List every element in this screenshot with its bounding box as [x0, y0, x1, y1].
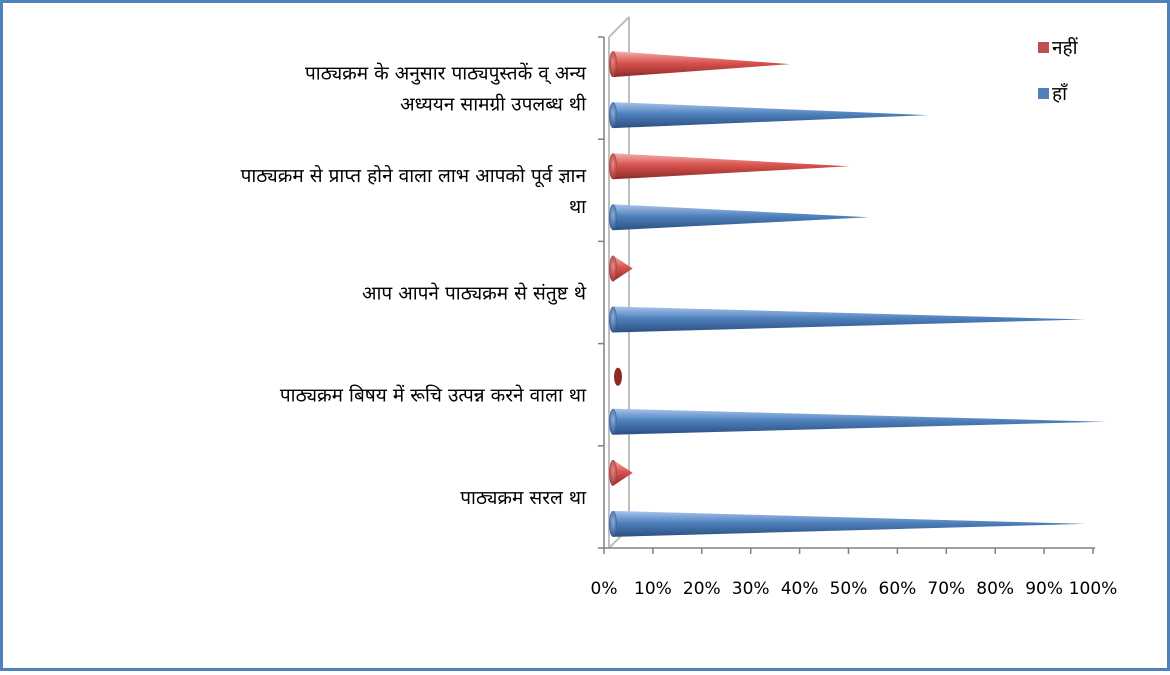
- category-label: आप आपने पाठ्यक्रम से संतुष्ट थे: [362, 282, 587, 306]
- bar-nahi: [609, 255, 633, 282]
- x-tick-label: 80%: [976, 579, 1014, 599]
- cone-base: [609, 153, 617, 180]
- cone-body: [613, 510, 1086, 537]
- category-label: पाठ्यक्रम से प्राप्त होने वाला लाभ आपको …: [241, 164, 587, 188]
- cone-body: [613, 306, 1086, 333]
- cone-base: [609, 306, 617, 333]
- cone-base: [614, 367, 622, 386]
- cone-body: [613, 459, 633, 486]
- cone-base: [609, 408, 617, 435]
- x-tick-label: 90%: [1025, 579, 1063, 599]
- bar-haan: [609, 102, 928, 129]
- cone-body: [613, 153, 850, 180]
- cone-body: [613, 255, 633, 282]
- bar-haan: [609, 204, 869, 231]
- category-labels: पाठ्यक्रम के अनुसार पाठ्यपुस्तकें व् अन्…: [241, 62, 588, 509]
- cone-base: [609, 102, 617, 129]
- legend-swatch-haan: [1038, 88, 1049, 99]
- wall-top-edge: [608, 16, 630, 38]
- cone-body: [613, 408, 1105, 435]
- bar-haan: [609, 510, 1086, 537]
- x-tick-label: 70%: [927, 579, 965, 599]
- cone-body: [613, 51, 791, 78]
- x-tick-label: 100%: [1069, 579, 1118, 599]
- x-tick-label: 40%: [781, 579, 819, 599]
- x-tick-label: 20%: [683, 579, 721, 599]
- x-tick-label: 60%: [879, 579, 917, 599]
- x-tick-label: 30%: [732, 579, 770, 599]
- cone-base: [609, 255, 617, 282]
- cone-base: [609, 204, 617, 231]
- axes: [598, 36, 1095, 554]
- bar-haan: [609, 306, 1086, 333]
- category-label: था: [569, 196, 587, 218]
- category-label: पाठ्यक्रम बिषय में रूचि उत्पन्न करने वाल…: [280, 384, 587, 407]
- category-label: पाठ्यक्रम के अनुसार पाठ्यपुस्तकें व् अन्…: [305, 62, 587, 86]
- bar-nahi: [609, 51, 791, 78]
- x-tick-labels: 0% 10% 20% 30% 40% 50% 60% 70% 80% 90% 100%: [591, 579, 1118, 599]
- x-tick-label: 0%: [591, 579, 618, 599]
- plot-wall: [608, 16, 630, 549]
- legend-swatch-nahi: [1038, 42, 1049, 53]
- x-tick-label: 50%: [830, 579, 868, 599]
- bars: [609, 51, 1105, 537]
- legend: नहीं हाँ: [1038, 36, 1079, 105]
- bar-nahi: [614, 367, 622, 386]
- category-label: पाठ्यक्रम सरल था: [460, 487, 587, 509]
- bar-nahi: [609, 459, 633, 486]
- cone-body: [613, 102, 928, 129]
- category-label: अध्ययन सामग्री उपलब्ध थी: [400, 93, 587, 116]
- bar-haan: [609, 408, 1105, 435]
- cone-base: [609, 51, 617, 78]
- legend-label-haan: हाँ: [1052, 82, 1068, 105]
- cone-base: [609, 510, 617, 537]
- cone-base: [609, 459, 617, 486]
- legend-label-nahi: नहीं: [1052, 36, 1079, 59]
- bar-nahi: [609, 153, 850, 180]
- x-tick-label: 10%: [634, 579, 672, 599]
- cone-body: [613, 204, 869, 231]
